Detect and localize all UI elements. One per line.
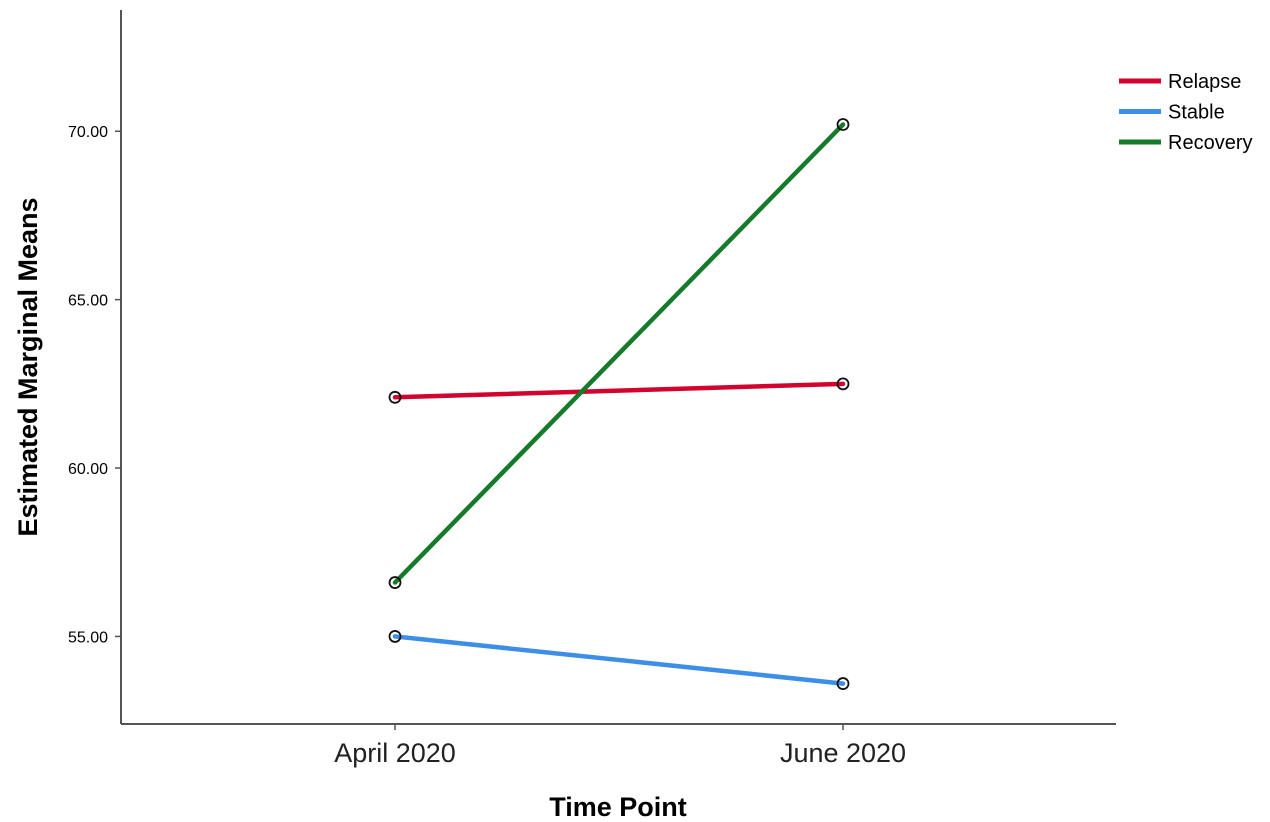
legend-label-stable: Stable — [1168, 102, 1225, 124]
series-line-recovery — [392, 122, 846, 585]
series-line-stable — [392, 634, 846, 686]
data-point-recovery — [836, 118, 850, 131]
y-axis-title: Estimated Marginal Means — [13, 197, 43, 536]
x-tick-label: June 2020 — [780, 738, 906, 768]
y-tick-label: 70.00 — [68, 124, 108, 141]
data-point-stable — [388, 630, 402, 643]
data-point-stable — [836, 677, 850, 690]
y-tick-label: 60.00 — [68, 461, 108, 478]
series-line-relapse — [392, 381, 846, 400]
legend-label-recovery: Recovery — [1168, 132, 1252, 154]
y-tick-label: 65.00 — [68, 293, 108, 310]
legend-label-relapse: Relapse — [1168, 71, 1241, 93]
y-axis-ticks: 55.00 60.00 65.00 70.00 — [68, 124, 121, 646]
data-point-relapse — [836, 377, 850, 391]
data-point-recovery — [388, 576, 402, 589]
y-tick-label: 55.00 — [68, 629, 108, 646]
series-points — [388, 118, 850, 690]
x-axis-title: Time Point — [549, 792, 687, 822]
x-tick-label: April 2020 — [334, 738, 456, 768]
data-point-relapse — [388, 390, 402, 404]
series-lines — [392, 122, 846, 686]
axes — [120, 10, 1116, 725]
legend: Relapse Stable Recovery — [1119, 71, 1252, 154]
x-axis-ticks: April 2020 June 2020 — [334, 724, 906, 768]
